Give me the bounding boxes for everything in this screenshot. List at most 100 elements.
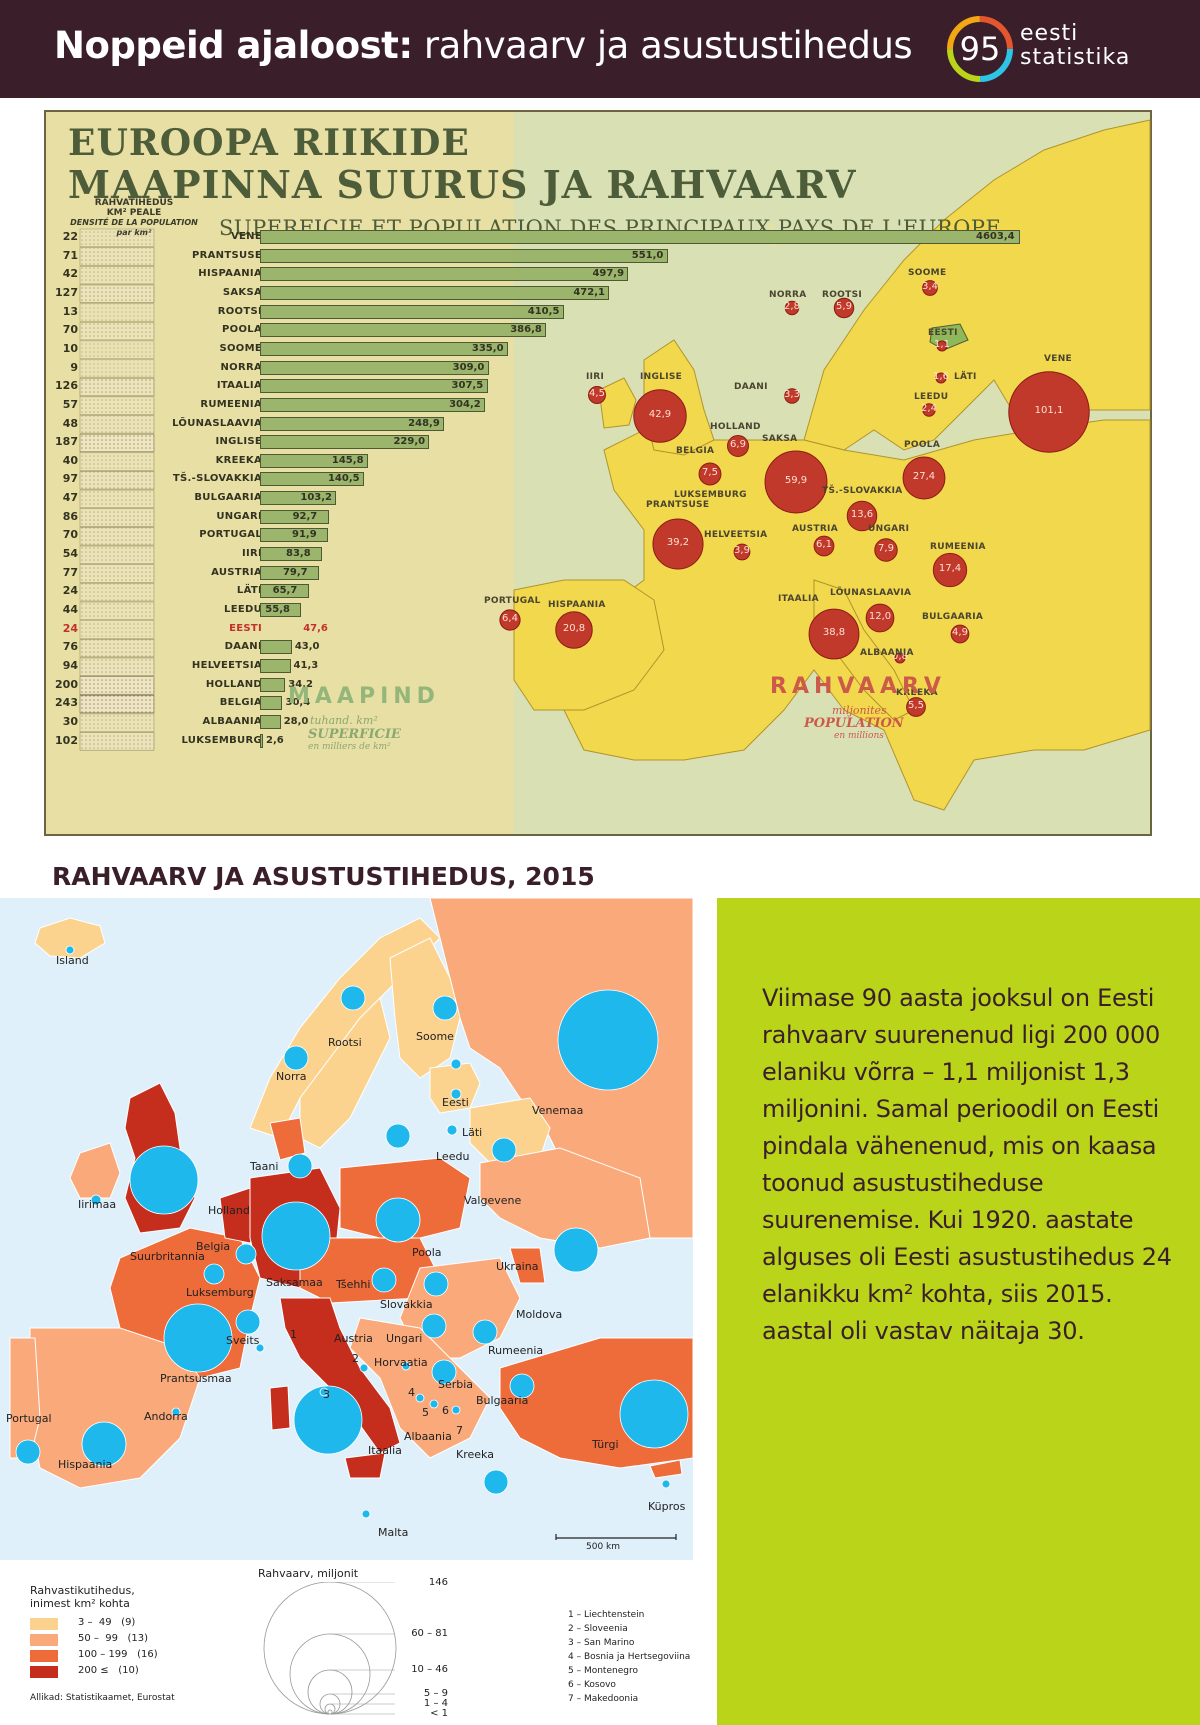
poster-row: 102 LUKSEMBURG 2,6 [44, 732, 1044, 750]
poster-row: 70 PORTUGAL 91,9 [44, 526, 1044, 544]
poster-land-iberia [513, 579, 665, 711]
poster-population-bubble [874, 538, 898, 562]
poster-population-value: 42,9 [648, 409, 672, 420]
map-population-bubble [361, 1509, 371, 1519]
poster-area-bar [260, 285, 610, 300]
small-country-item: 7 – Makedoonia [568, 1694, 639, 1704]
area-sub-1: tuhand. km² [310, 714, 378, 727]
poster-map-label: TŠ.-SLOVAKKIA [822, 486, 903, 496]
small-country-item: 3 – San Marino [568, 1638, 635, 1648]
poster-population-bubble [652, 518, 704, 570]
density-swatch [79, 359, 155, 378]
density-swatch [79, 676, 155, 695]
map-country-label: Rumeenia [488, 1344, 544, 1357]
map-population-bubble [450, 1058, 462, 1070]
poster-row: 22 VENE 4603,4 [44, 228, 1044, 246]
map-iceland [34, 917, 106, 959]
poster-map-label: HOLLAND [710, 422, 761, 432]
poster-area-bar [260, 677, 286, 692]
map-country-label: 7 [456, 1424, 463, 1437]
poster-area-bar [260, 341, 508, 356]
poster-population-bubble [902, 456, 946, 500]
map-population-bubble [283, 1045, 309, 1071]
circles-legend-value: < 1 [430, 1708, 448, 1719]
poster-density-value: 54 [62, 547, 78, 561]
map-country-label: Island [56, 954, 89, 967]
circles-legend-value: 146 [428, 1577, 448, 1588]
poster-row: 30 ALBAANIA 28,0 [44, 713, 1044, 731]
density-legend-count: (16) [137, 1649, 158, 1660]
map-population-bubble [553, 1227, 599, 1273]
poster-country-label: AUSTRIA [211, 566, 262, 578]
map-population-bubble [509, 1373, 535, 1399]
title-bold-part: Noppeid ajaloost: [54, 24, 413, 67]
poster-population-bubble [922, 403, 936, 417]
poster-row: 10 SOOME 335,0 [44, 340, 1044, 358]
poster-population-value: 39,2 [666, 537, 690, 548]
density-legend-text: 50 – 99 (13) [78, 1633, 148, 1644]
poster-row: 70 POOLA 386,8 [44, 321, 1044, 339]
density-legend-swatch [30, 1634, 58, 1646]
poster-population-value: 13,6 [850, 509, 874, 520]
map-population-bubble [557, 989, 659, 1091]
density-legend-range: 100 – 199 [78, 1649, 138, 1660]
poster-country-label: SAKSA [222, 286, 262, 298]
poster-country-label: DAANI [224, 641, 262, 653]
poster-row: 42 HISPAANIA 497,9 [44, 265, 1044, 283]
historic-poster: EUROOPA RIIKIDE MAAPINNA SUURUS JA RAHVA… [44, 110, 1152, 836]
poster-population-value: 6,9 [730, 439, 746, 450]
poster-country-label: IIRI [241, 548, 262, 560]
poster-area-value: 309,0 [452, 361, 485, 373]
poster-area-bar [260, 453, 368, 468]
map-population-bubble [359, 1363, 369, 1373]
poster-title-line-2: MAAPINNA SUURUS JA RAHVAARV [68, 162, 857, 207]
map-country-label: Austria [334, 1332, 373, 1345]
map-population-bubble [429, 1399, 439, 1409]
poster-row: 48 LÕUNASLAAVIA 248,9 [44, 415, 1044, 433]
poster-population-bubble [865, 603, 895, 633]
map-sweden [299, 997, 391, 1149]
poster-map-label: NORRA [769, 290, 807, 300]
sources: Allikad: Statistikaamet, Eurostat [30, 1693, 175, 1703]
logo-number: 95 [959, 30, 1001, 68]
density-swatch [79, 433, 155, 453]
poster-population-value: 12,0 [868, 611, 892, 622]
poster-density-value: 42 [62, 267, 78, 281]
poster-country-label: RUMEENIA [200, 398, 262, 410]
small-country-item: 5 – Montenegro [568, 1666, 638, 1676]
poster-population-bubble [936, 340, 948, 352]
poster-population-bubble [499, 609, 521, 631]
poster-population-value: 3,4 [922, 281, 938, 292]
poster-population-value: 7,5 [702, 467, 718, 478]
map-legend: Rahvastikutihedus, inimest km² kohta 3 –… [0, 1560, 720, 1725]
poster-population-value: 7,9 [878, 543, 894, 554]
poster-area-value: 103,2 [300, 492, 332, 504]
poster-map-label: EESTI [928, 328, 958, 338]
poster-population-bubble [922, 280, 938, 296]
circles-legend-value: 10 – 46 [411, 1664, 448, 1675]
poster-country-label: LÄTI [236, 585, 262, 597]
density-swatch [79, 527, 155, 546]
map-country-label: Malta [378, 1526, 409, 1539]
map-population-bubble [423, 1271, 449, 1297]
poster-population-bubble [894, 652, 906, 664]
poster-population-bubble [833, 297, 855, 319]
poster-area-value: 4603,4 [976, 231, 1015, 242]
panel-text: Viimase 90 aasta jooksul on Eesti rahvaa… [762, 984, 1172, 1345]
poster-area-value: 92,7 [292, 510, 318, 522]
map-population-bubble [340, 985, 366, 1011]
poster-row: 200 HOLLAND 34,2 [44, 676, 1044, 694]
map-population-bubble [491, 1137, 517, 1163]
map-ireland [69, 1142, 121, 1199]
map-population-bubble [129, 1145, 199, 1215]
poster-density-value: 71 [62, 248, 78, 262]
density-legend-swatch [30, 1666, 58, 1678]
area-label: MAAPIND [288, 684, 440, 709]
poster-density-value: 22 [62, 230, 78, 243]
poster-land-ireland [598, 377, 637, 429]
poster-population-bubble [932, 552, 968, 588]
density-swatch [79, 452, 155, 471]
density-swatch [79, 471, 155, 490]
population-label: RAHVAARV [770, 674, 946, 699]
poster-row: 24 EESTI 47,6 [44, 620, 1044, 638]
